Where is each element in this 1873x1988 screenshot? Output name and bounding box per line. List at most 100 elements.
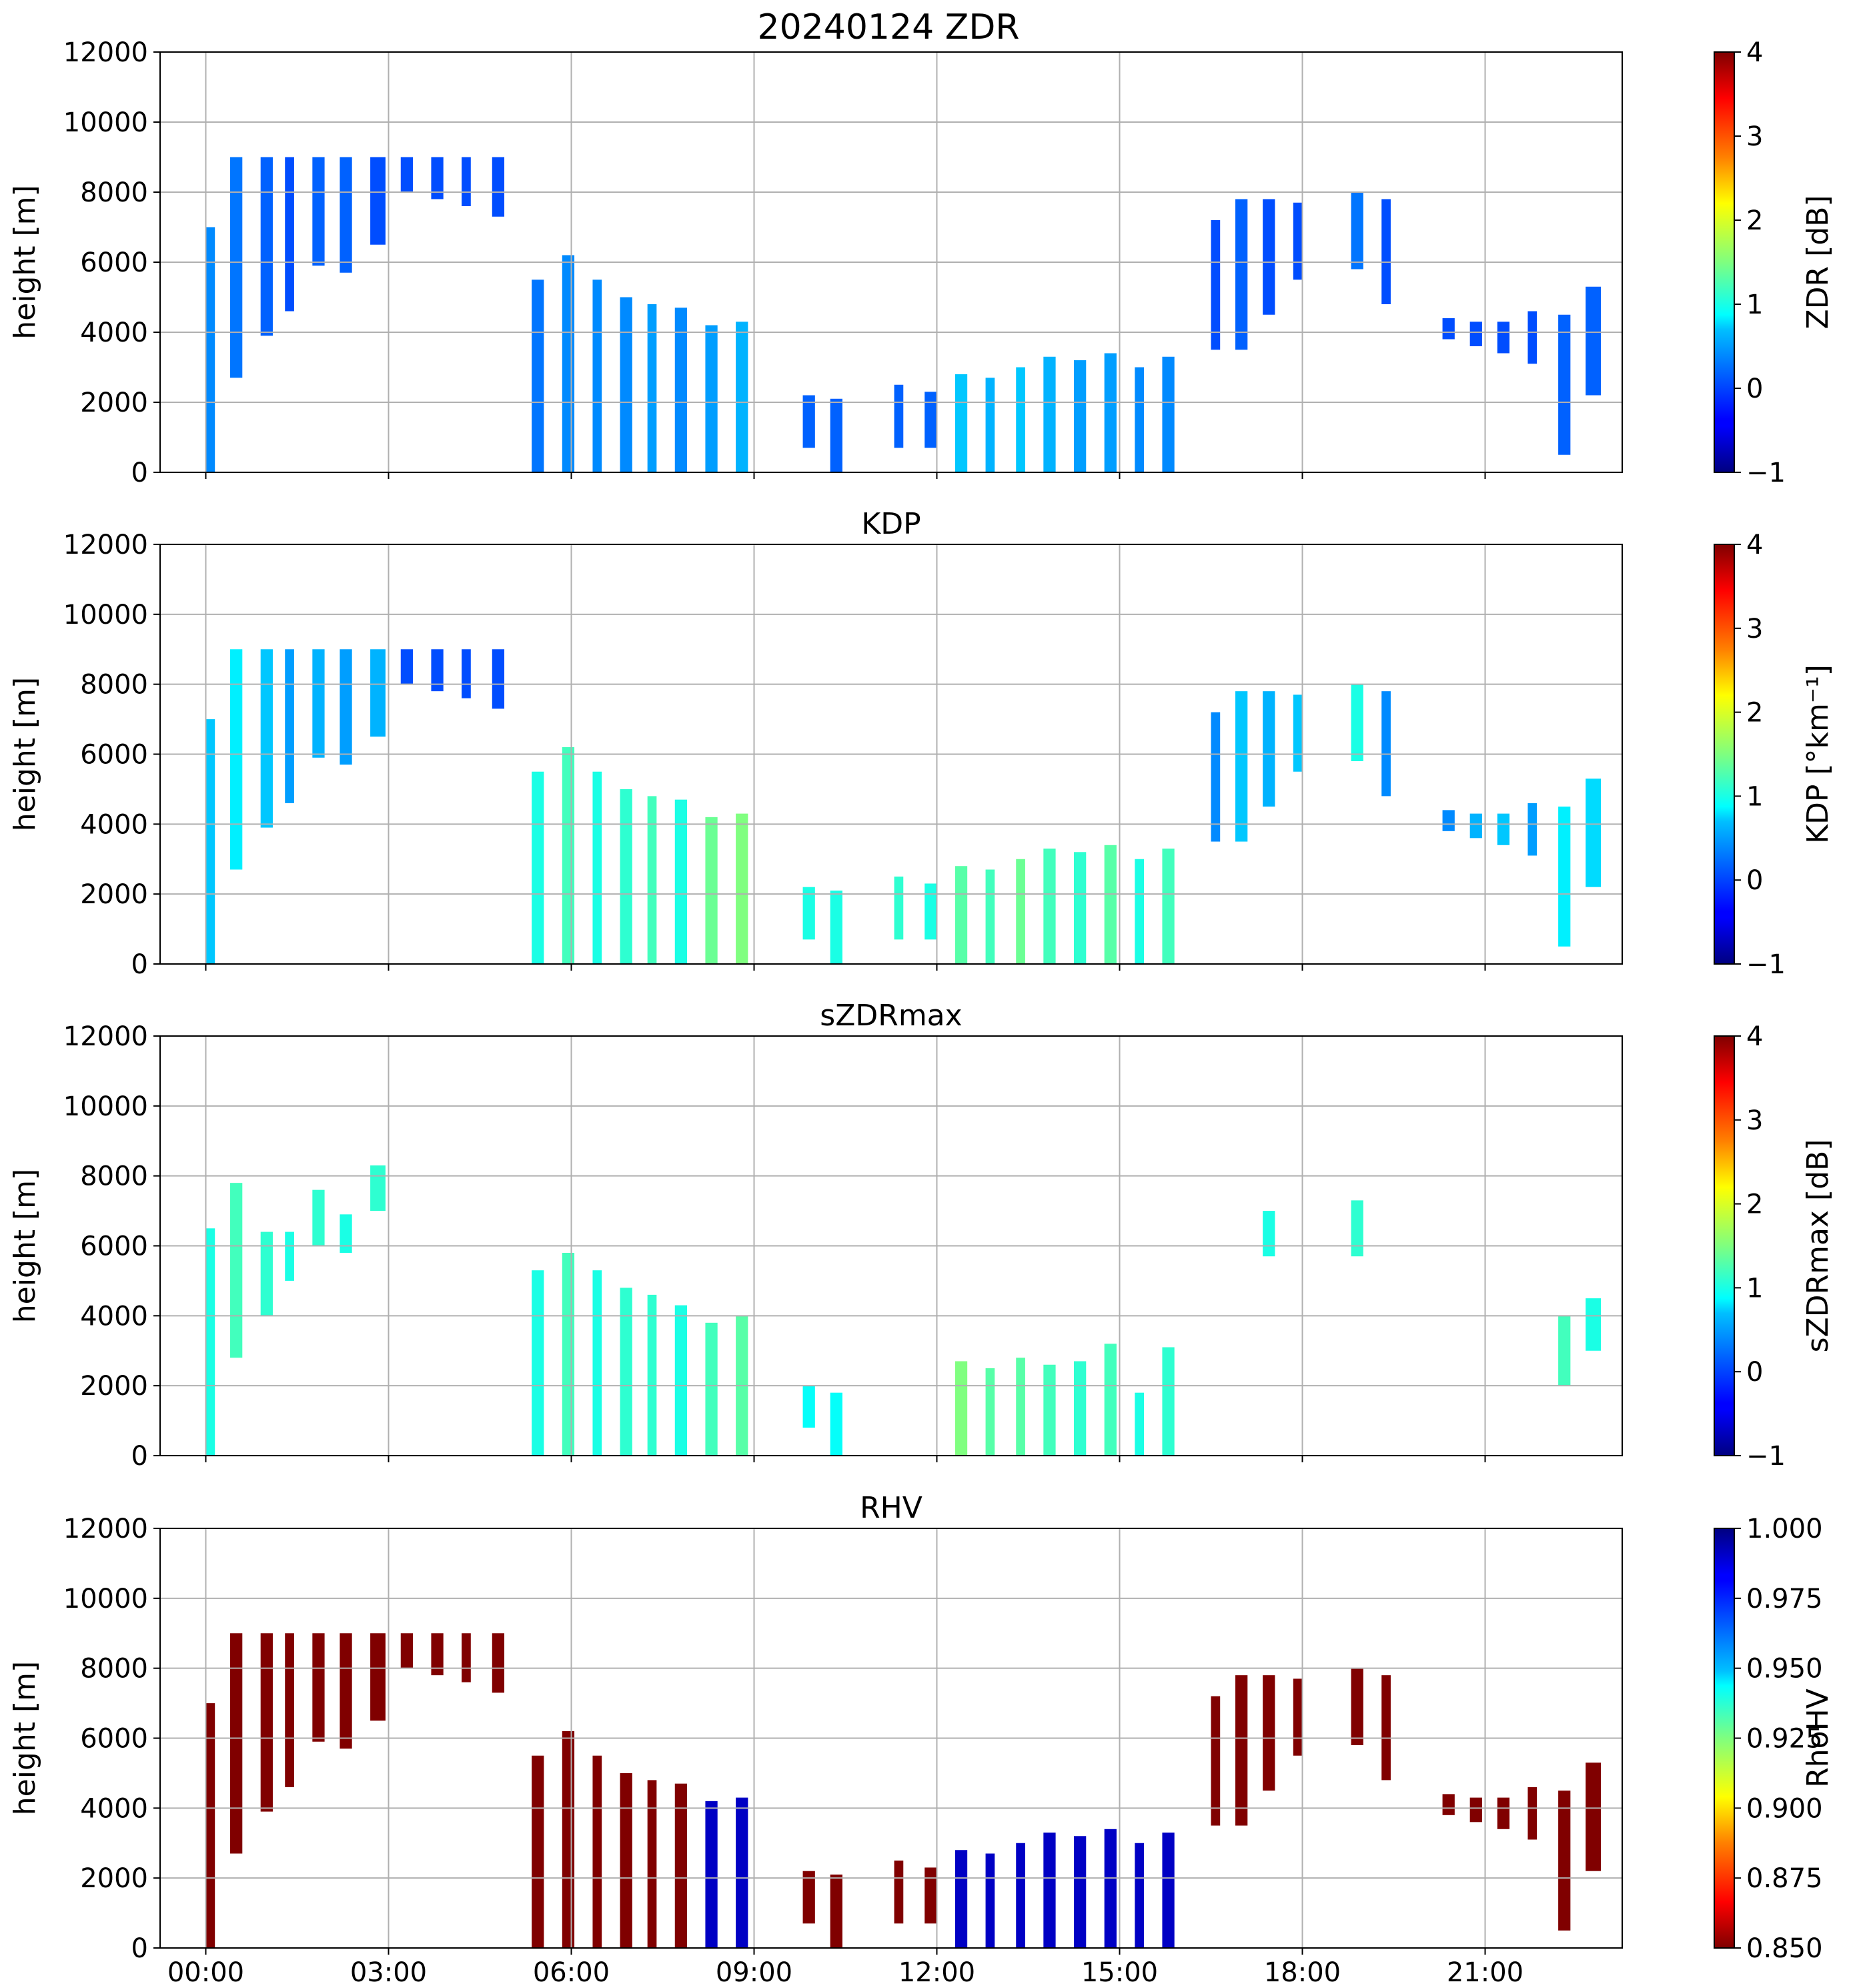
y-tick-label: 4000 (80, 809, 148, 840)
y-tick-label: 0 (131, 458, 148, 488)
echo-column-30 (1162, 849, 1175, 964)
echo-column-12 (674, 1305, 688, 1456)
echo-column-36 (1381, 691, 1391, 797)
panel-title: RHV (860, 1491, 922, 1525)
echo-column-5 (340, 649, 352, 765)
x-tick-label: 15:00 (1081, 1957, 1158, 1988)
echo-column-27 (1074, 1836, 1087, 1948)
y-tick-label: 12000 (63, 1514, 148, 1544)
echo-column-22 (924, 1867, 937, 1924)
echo-column-15 (647, 796, 657, 964)
x-tick-label: 00:00 (167, 1957, 244, 1988)
echo-column-1 (230, 649, 243, 870)
figure-title: 20240124 ZDR (758, 7, 1020, 47)
colorbar-tick-label: 0.875 (1746, 1863, 1823, 1894)
echo-column-25 (1016, 1843, 1025, 1948)
echo-column-3 (285, 157, 294, 312)
echo-column-0 (205, 1703, 215, 1948)
y-tick-label: 10000 (63, 1584, 148, 1614)
panel-kdp: 0 2000 4000 6000 8000 10000 12000 height [m] KDP… (8, 507, 1835, 980)
colorbar-tick-label: 0 (1746, 1357, 1763, 1388)
y-axis-label: height [m] (8, 677, 42, 831)
echo-column-8 (431, 649, 444, 692)
echo-column-13 (592, 1755, 602, 1948)
colorbar-tick-label: 2 (1746, 205, 1763, 236)
echo-column-14 (620, 297, 632, 472)
echo-column-35 (1351, 1668, 1363, 1745)
echo-column-7 (400, 157, 414, 192)
echo-column-13 (705, 1322, 718, 1456)
y-tick-label: 12000 (63, 530, 148, 560)
echo-column-19 (1016, 1358, 1025, 1456)
echo-column-13 (592, 280, 602, 472)
echo-column-42 (1586, 1763, 1602, 1871)
echo-column-36 (1381, 1675, 1391, 1781)
echo-column-11 (532, 771, 544, 964)
echo-column-20 (830, 890, 842, 964)
colorbar-tick-label: 0.925 (1746, 1724, 1823, 1755)
echo-column-39 (1497, 1797, 1510, 1829)
y-tick-label: 6000 (80, 1231, 148, 1262)
echo-column-20 (830, 398, 842, 472)
colorbar-tick-label: −1 (1746, 458, 1786, 488)
echo-column-12 (562, 747, 575, 964)
echo-column-34 (1293, 694, 1303, 772)
echo-column-31 (1211, 712, 1221, 842)
y-tick-label: 0 (131, 949, 148, 980)
y-tick-label: 12000 (63, 1021, 148, 1052)
echo-column-10 (492, 1633, 505, 1693)
echo-column-21 (1074, 1361, 1087, 1456)
echo-column-3 (285, 1633, 294, 1787)
echo-column-32 (1235, 199, 1248, 350)
echo-column-40 (1527, 803, 1537, 856)
colorbar-tick-label: 2 (1746, 698, 1763, 728)
echo-column-4 (312, 1633, 325, 1742)
colorbar-tick-label: 0 (1746, 374, 1763, 404)
echo-column-38 (1469, 1797, 1482, 1823)
echo-column-18 (736, 1797, 748, 1948)
echo-column-35 (1351, 192, 1363, 270)
echo-column-10 (492, 649, 505, 709)
echo-column-24 (1162, 1347, 1175, 1456)
echo-column-28 (1104, 845, 1117, 964)
echo-column-17 (705, 325, 718, 472)
colorbar-tick-label: 0.900 (1746, 1793, 1823, 1824)
y-tick-label: 0 (131, 1441, 148, 1472)
x-tick-label: 03:00 (350, 1957, 427, 1988)
panel-szdrmax: 0 2000 4000 6000 8000 10000 12000 height [m] sZD… (8, 999, 1835, 1472)
echo-column-13 (592, 771, 602, 964)
echo-column-14 (620, 789, 632, 964)
echo-column-26 (1043, 1833, 1056, 1948)
echo-column-6 (370, 1633, 386, 1721)
echo-column-26 (1043, 356, 1056, 472)
echo-column-31 (1211, 220, 1221, 350)
echo-column-6 (370, 649, 386, 737)
echo-column-34 (1293, 1678, 1303, 1756)
echo-column-16 (830, 1392, 842, 1456)
echo-column-26 (1043, 849, 1056, 964)
echo-column-19 (802, 1871, 815, 1924)
echo-column-37 (1442, 810, 1455, 831)
echo-column-11 (647, 1294, 657, 1456)
echo-column-37 (1442, 1794, 1455, 1815)
echo-column-38 (1469, 322, 1482, 346)
y-tick-label: 2000 (80, 879, 148, 910)
y-tick-label: 12000 (63, 37, 148, 68)
echo-column-24 (985, 378, 995, 472)
echo-column-9 (462, 157, 471, 206)
echo-column-11 (532, 1755, 544, 1948)
echo-column-9 (462, 1633, 471, 1682)
echo-column-15 (647, 1780, 657, 1948)
echo-column-11 (532, 280, 544, 472)
colorbar-tick-label: −1 (1746, 1441, 1786, 1472)
colorbar (1714, 1528, 1735, 1949)
echo-column-30 (1162, 356, 1175, 472)
echo-column-6 (370, 1165, 386, 1211)
echo-column-28 (1104, 1829, 1117, 1948)
echo-column-27 (1558, 1316, 1571, 1386)
echo-column-28 (1104, 353, 1117, 472)
colorbar-tick-label: 2 (1746, 1189, 1763, 1220)
echo-column-36 (1381, 199, 1391, 304)
panel-title: sZDRmax (820, 999, 962, 1033)
